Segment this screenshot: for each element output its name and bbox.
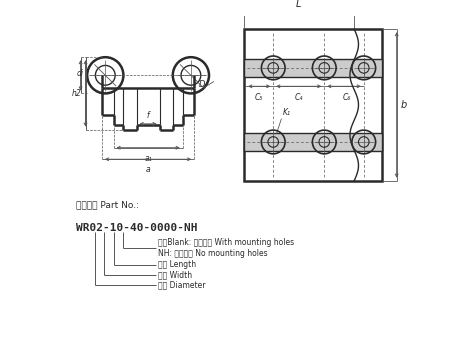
Text: D: D xyxy=(199,80,206,89)
Text: L: L xyxy=(296,0,301,9)
Text: b: b xyxy=(401,100,407,110)
Text: a: a xyxy=(146,165,150,174)
Text: K₁: K₁ xyxy=(283,108,291,117)
Text: C₄: C₄ xyxy=(294,93,303,102)
Text: WR02-10-40-0000-NH: WR02-10-40-0000-NH xyxy=(76,224,197,234)
Text: 长度 Length: 长度 Length xyxy=(158,260,196,269)
Text: 宽度 Width: 宽度 Width xyxy=(158,271,192,280)
Text: f: f xyxy=(147,111,149,120)
Text: di: di xyxy=(77,69,83,78)
Bar xyxy=(244,29,382,181)
Bar xyxy=(244,133,382,151)
Text: C₅: C₅ xyxy=(254,93,263,102)
Text: C₆: C₆ xyxy=(343,93,352,102)
Text: 产品编码 Part No.:: 产品编码 Part No.: xyxy=(76,200,139,209)
Text: 空白Blank: 带安装孔 With mounting holes
NH: 无安装孔 No mounting holes: 空白Blank: 带安装孔 With mounting holes NH: 无安… xyxy=(158,238,294,258)
Bar xyxy=(244,59,382,77)
Text: h2: h2 xyxy=(72,89,82,98)
Text: 直径 Diameter: 直径 Diameter xyxy=(158,281,205,290)
Text: a₁: a₁ xyxy=(144,154,152,163)
